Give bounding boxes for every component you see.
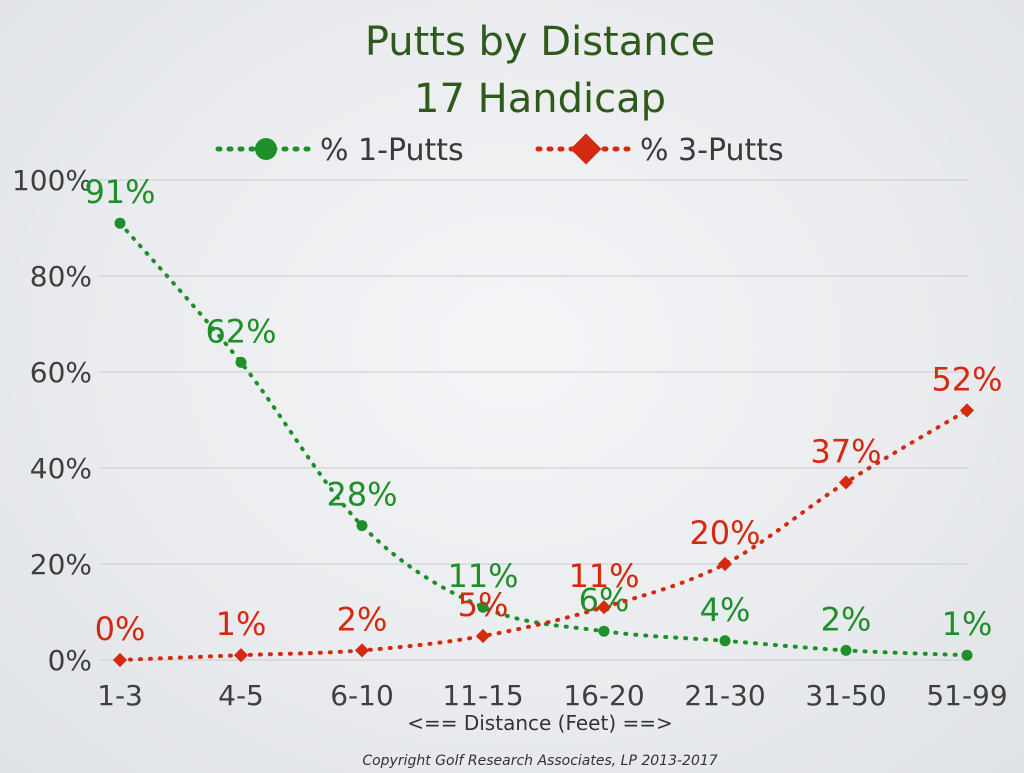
data-point [356, 520, 368, 532]
x-tick-label: 4-5 [218, 679, 264, 712]
data-label: 1% [216, 605, 267, 643]
data-label: 5% [458, 586, 509, 624]
data-label: 1% [942, 605, 993, 643]
data-point [961, 649, 973, 661]
legend-marker-1putts [255, 138, 277, 160]
x-tick-label: 6-10 [330, 679, 394, 712]
data-label: 91% [84, 173, 155, 211]
data-point [475, 628, 491, 644]
data-label: 2% [821, 600, 872, 638]
x-tick-label: 21-30 [684, 679, 765, 712]
data-point [477, 601, 489, 613]
data-point [838, 475, 854, 490]
copyright-text: Copyright Golf Research Associates, LP 2… [362, 753, 717, 769]
data-label: 20% [689, 514, 760, 552]
x-axis-label: <== Distance (Feet) ==> [407, 711, 673, 735]
data-point [719, 635, 731, 647]
y-axis-ticks: 0% 20% 40% 60% 80% 100% [12, 164, 92, 677]
y-tick-label: 0% [48, 644, 92, 677]
data-point [598, 625, 610, 637]
series-line-3putts [118, 408, 969, 662]
y-tick-label: 20% [30, 548, 92, 581]
data-point [717, 556, 733, 572]
legend-label-3putts: % 3-Putts [640, 133, 784, 168]
x-tick-label: 16-20 [563, 679, 644, 712]
legend: % 1-Putts % 3-Putts [215, 133, 784, 168]
chart-title: Putts by Distance [365, 19, 715, 65]
data-label: 52% [931, 360, 1002, 398]
data-point [235, 356, 247, 368]
data-label: 0% [95, 610, 146, 648]
data-point [840, 644, 852, 656]
y-tick-label: 40% [30, 452, 92, 485]
data-point [112, 652, 128, 668]
series-layer: 91%62%28%11%6%4%2%1%0%1%2%5%11%20%37%52% [84, 173, 1003, 668]
data-point [114, 217, 126, 229]
data-label: 37% [810, 432, 881, 470]
data-point [354, 643, 370, 658]
data-point [596, 600, 612, 615]
data-label: 4% [700, 591, 751, 629]
y-tick-label: 100% [12, 164, 92, 197]
y-tick-label: 60% [30, 356, 92, 389]
y-tick-label: 80% [30, 260, 92, 293]
x-tick-label: 51-99 [926, 679, 1007, 712]
data-point [233, 648, 249, 663]
chart-subtitle: 17 Handicap [414, 76, 666, 122]
data-label: 11% [447, 557, 518, 595]
gridlines [100, 179, 968, 661]
data-label: 11% [568, 557, 639, 595]
legend-label-1putts: % 1-Putts [320, 133, 464, 168]
data-label: 2% [337, 600, 388, 638]
data-label: 28% [326, 476, 397, 514]
legend-marker-3putts [570, 133, 602, 165]
x-tick-label: 31-50 [805, 679, 886, 712]
data-label: 62% [205, 312, 276, 350]
x-axis-ticks: 1-3 4-5 6-10 11-15 16-20 21-30 31-50 51-99 [97, 679, 1008, 712]
x-tick-label: 11-15 [442, 679, 523, 712]
x-tick-label: 1-3 [97, 679, 143, 712]
data-point [959, 403, 975, 418]
